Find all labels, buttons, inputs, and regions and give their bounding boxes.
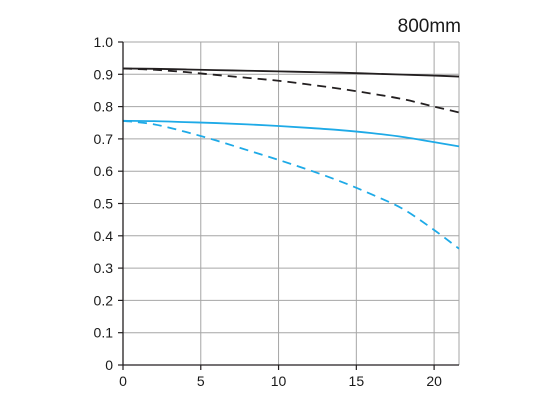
black-dashed-series-line (122, 67, 460, 114)
series-lines (122, 67, 460, 250)
x-tick-label: 20 (426, 373, 442, 389)
y-tick-label: 0.2 (94, 292, 114, 308)
x-tick-label: 15 (349, 373, 365, 389)
grid (123, 41, 460, 365)
x-tick-label: 5 (197, 373, 205, 389)
y-tick-label: 0.4 (94, 228, 114, 244)
tick-labels: 0 0.1 0.2 0.3 0.4 0.5 0.6 0.7 0.8 0.9 1.0 0 5 10 15 20 (94, 34, 443, 389)
y-tick-label: 0.1 (94, 325, 114, 341)
blue-solid-series-line (122, 119, 460, 148)
chart-title: 800mm (398, 16, 461, 37)
x-tick-label: 10 (271, 373, 287, 389)
y-tick-label: 1.0 (94, 34, 114, 50)
axes (118, 41, 459, 370)
y-tick-label: 0.7 (94, 131, 114, 147)
blue-dashed-series-line (122, 119, 460, 250)
y-tick-label: 0.8 (94, 99, 114, 115)
y-tick-label: 0.9 (94, 66, 114, 82)
y-tick-label: 0.6 (94, 163, 114, 179)
y-tick-label: 0 (105, 357, 113, 373)
black-solid-series-line (122, 67, 460, 78)
y-tick-label: 0.5 (94, 196, 114, 212)
y-tick-label: 0.3 (94, 260, 114, 276)
x-tick-label: 0 (119, 373, 127, 389)
